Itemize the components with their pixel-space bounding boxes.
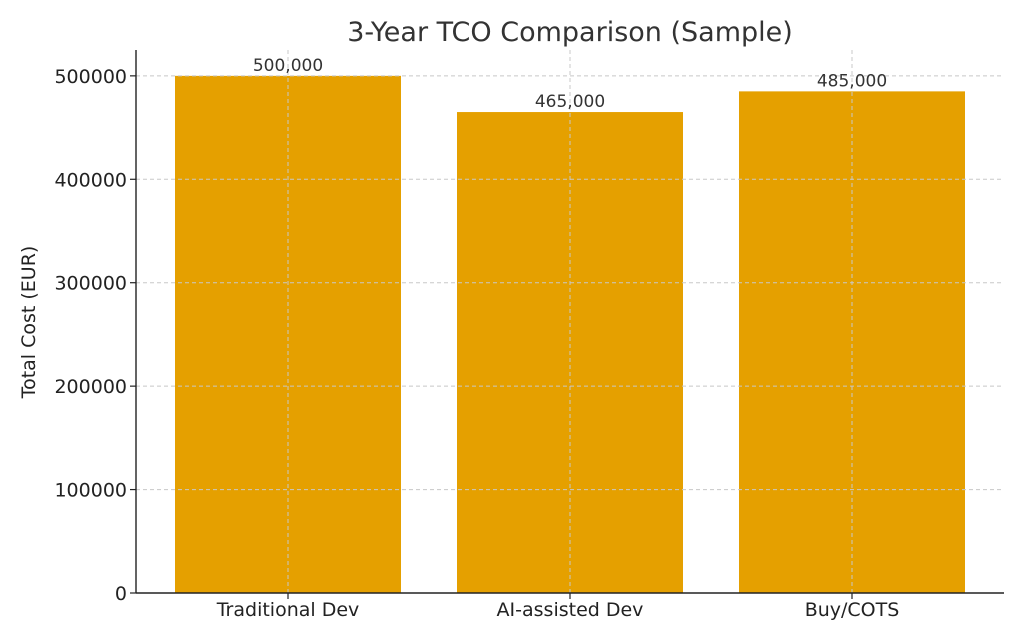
y-tick-label-4: 400000 xyxy=(54,169,127,191)
axes-layer xyxy=(130,50,1004,599)
bar-2 xyxy=(739,91,965,593)
y-tick-label-5: 500000 xyxy=(54,66,127,88)
y-tick-label-2: 200000 xyxy=(54,376,127,398)
labels-layer: 0 100000 200000 300000 400000 500000 Tradition… xyxy=(54,56,899,621)
y-axis-title: Total Cost (EUR) xyxy=(18,246,40,400)
x-tick-label-2: Buy/COTS xyxy=(805,599,900,621)
y-tick-label-1: 100000 xyxy=(54,480,127,502)
bar-value-label-0: 500,000 xyxy=(253,56,323,76)
x-tick-label-0: Traditional Dev xyxy=(216,599,360,621)
chart-title: 3-Year TCO Comparison (Sample) xyxy=(347,17,793,48)
y-tick-label-3: 300000 xyxy=(54,273,127,295)
x-tick-label-1: AI-assisted Dev xyxy=(497,599,644,621)
y-tick-label-0: 0 xyxy=(115,583,127,605)
grid-layer xyxy=(136,50,1004,593)
bar-value-label-1: 465,000 xyxy=(535,92,605,112)
bar-value-label-2: 485,000 xyxy=(817,71,887,91)
